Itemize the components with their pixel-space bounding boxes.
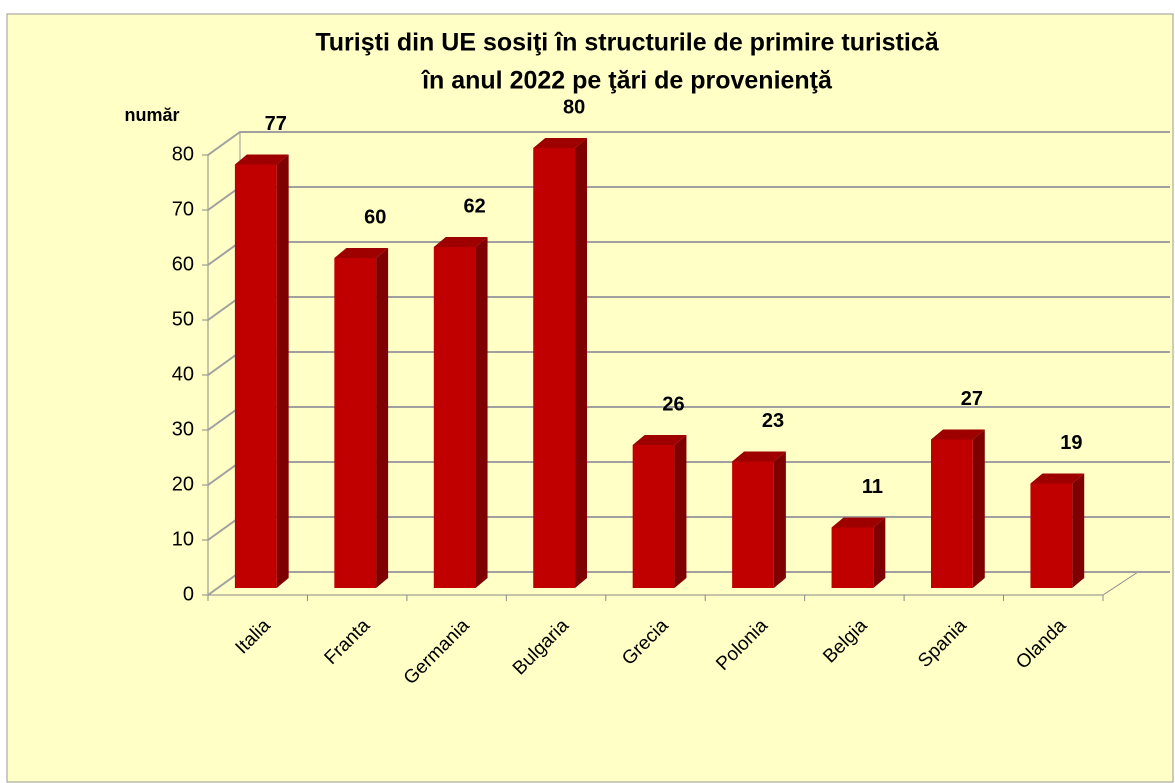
bar-side xyxy=(475,237,488,588)
y-tick-label: 60 xyxy=(172,253,194,275)
y-tick-label: 70 xyxy=(172,198,194,220)
value-label: 60 xyxy=(364,206,386,228)
value-label: 26 xyxy=(662,393,684,415)
y-axis-label: număr xyxy=(124,105,179,125)
grid-line xyxy=(207,131,1170,156)
bar-top xyxy=(732,451,786,462)
bar xyxy=(533,148,575,588)
bar-side xyxy=(376,248,389,588)
floor-side xyxy=(1102,571,1139,596)
chart-background xyxy=(6,13,1174,783)
bar-top xyxy=(234,154,289,165)
y-tick-label: 40 xyxy=(172,363,194,385)
bar xyxy=(1030,483,1073,588)
y-tick-label: 30 xyxy=(172,418,194,440)
bar-side xyxy=(276,154,289,588)
y-tick-label: 80 xyxy=(172,143,194,165)
bar-top xyxy=(632,435,687,445)
y-tick-label: 50 xyxy=(172,308,194,330)
chart-title: în anul 2022 pe ţări de provenienţă xyxy=(420,67,833,95)
bar-top xyxy=(1030,473,1085,484)
bar-side xyxy=(972,429,985,588)
value-label: 19 xyxy=(1060,432,1082,454)
bar xyxy=(831,527,874,588)
bar-top xyxy=(831,517,886,528)
value-label: 23 xyxy=(762,410,784,432)
value-label: 27 xyxy=(961,388,983,410)
value-label: 11 xyxy=(862,476,883,498)
bar-side xyxy=(574,138,587,588)
bar xyxy=(632,445,675,588)
bar-top xyxy=(433,237,488,247)
bar-top xyxy=(931,429,985,440)
bar-side xyxy=(1072,473,1085,588)
value-label: 80 xyxy=(563,96,585,118)
bar xyxy=(931,439,973,588)
y-tick-label: 10 xyxy=(172,528,194,550)
value-label: 62 xyxy=(464,195,486,217)
bar xyxy=(334,258,377,588)
bar-side xyxy=(873,517,886,588)
bar-top xyxy=(533,138,587,148)
chart-title: Turişti din UE sosiţi în structurile de … xyxy=(315,29,939,57)
bar xyxy=(732,461,774,588)
value-label: 77 xyxy=(265,113,287,135)
y-tick-label: 20 xyxy=(172,473,194,495)
bar-top xyxy=(334,248,389,258)
bar xyxy=(234,164,277,588)
bar xyxy=(433,247,476,588)
bar-side xyxy=(674,435,687,588)
bar-side xyxy=(773,451,786,588)
y-tick-label: 0 xyxy=(183,583,194,605)
